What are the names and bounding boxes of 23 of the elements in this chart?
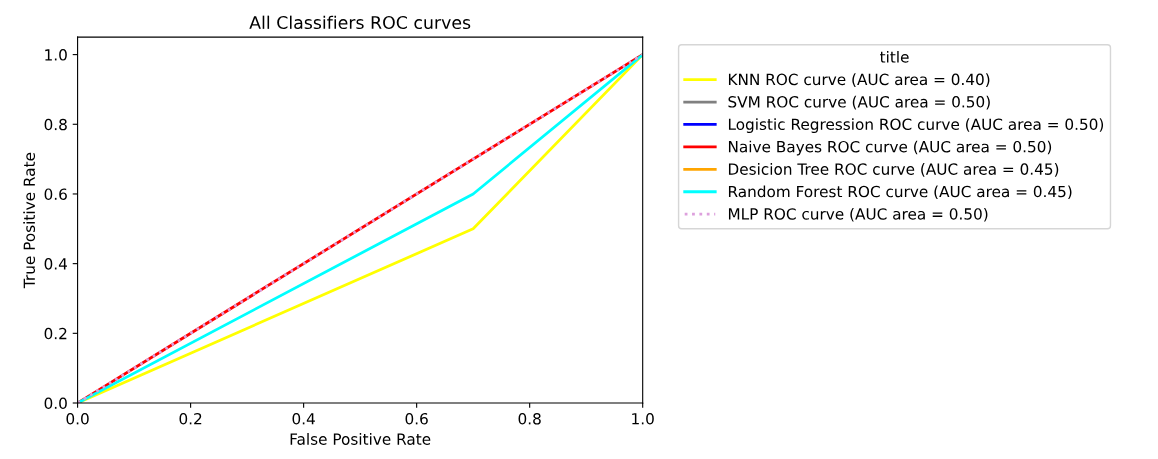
legend-label: Desicion Tree ROC curve (AUC area = 0.45) (728, 163, 1059, 177)
x-tick-label: 0.6 (405, 412, 428, 425)
y-axis-title: True Positive Rate (23, 152, 36, 289)
x-tick-label: 0.8 (518, 412, 541, 425)
y-tick-label: 0.8 (44, 118, 67, 131)
x-tick-label: 0.0 (66, 412, 89, 425)
legend-title: title (880, 50, 909, 63)
legend-label: KNN ROC curve (AUC area = 0.40) (728, 73, 990, 87)
y-tick-label: 0.6 (44, 188, 67, 200)
chart-title: All Classifiers ROC curves (249, 15, 471, 30)
y-tick-label: 0.2 (44, 327, 67, 340)
x-tick-label: 1.0 (632, 412, 654, 425)
x-axis-title: False Positive Rate (290, 433, 431, 445)
legend-label: SVM ROC curve (AUC area = 0.50) (728, 95, 990, 110)
y-tick-label: 0.4 (44, 258, 68, 270)
legend-label: Logistic Regression ROC curve (AUC area = 0.50) (728, 118, 1104, 133)
legend-label: Naive Bayes ROC curve (AUC area = 0.50) (728, 140, 1052, 156)
x-tick-label: 0.4 (292, 412, 315, 425)
legend-label: MLP ROC curve (AUC area = 0.50) (728, 207, 988, 222)
y-tick-label: 0.0 (44, 397, 67, 410)
x-tick-label: 0.2 (179, 412, 202, 425)
y-tick-label: 1.0 (45, 49, 67, 61)
legend-label: Random Forest ROC curve (AUC area = 0.45) (728, 185, 1072, 200)
